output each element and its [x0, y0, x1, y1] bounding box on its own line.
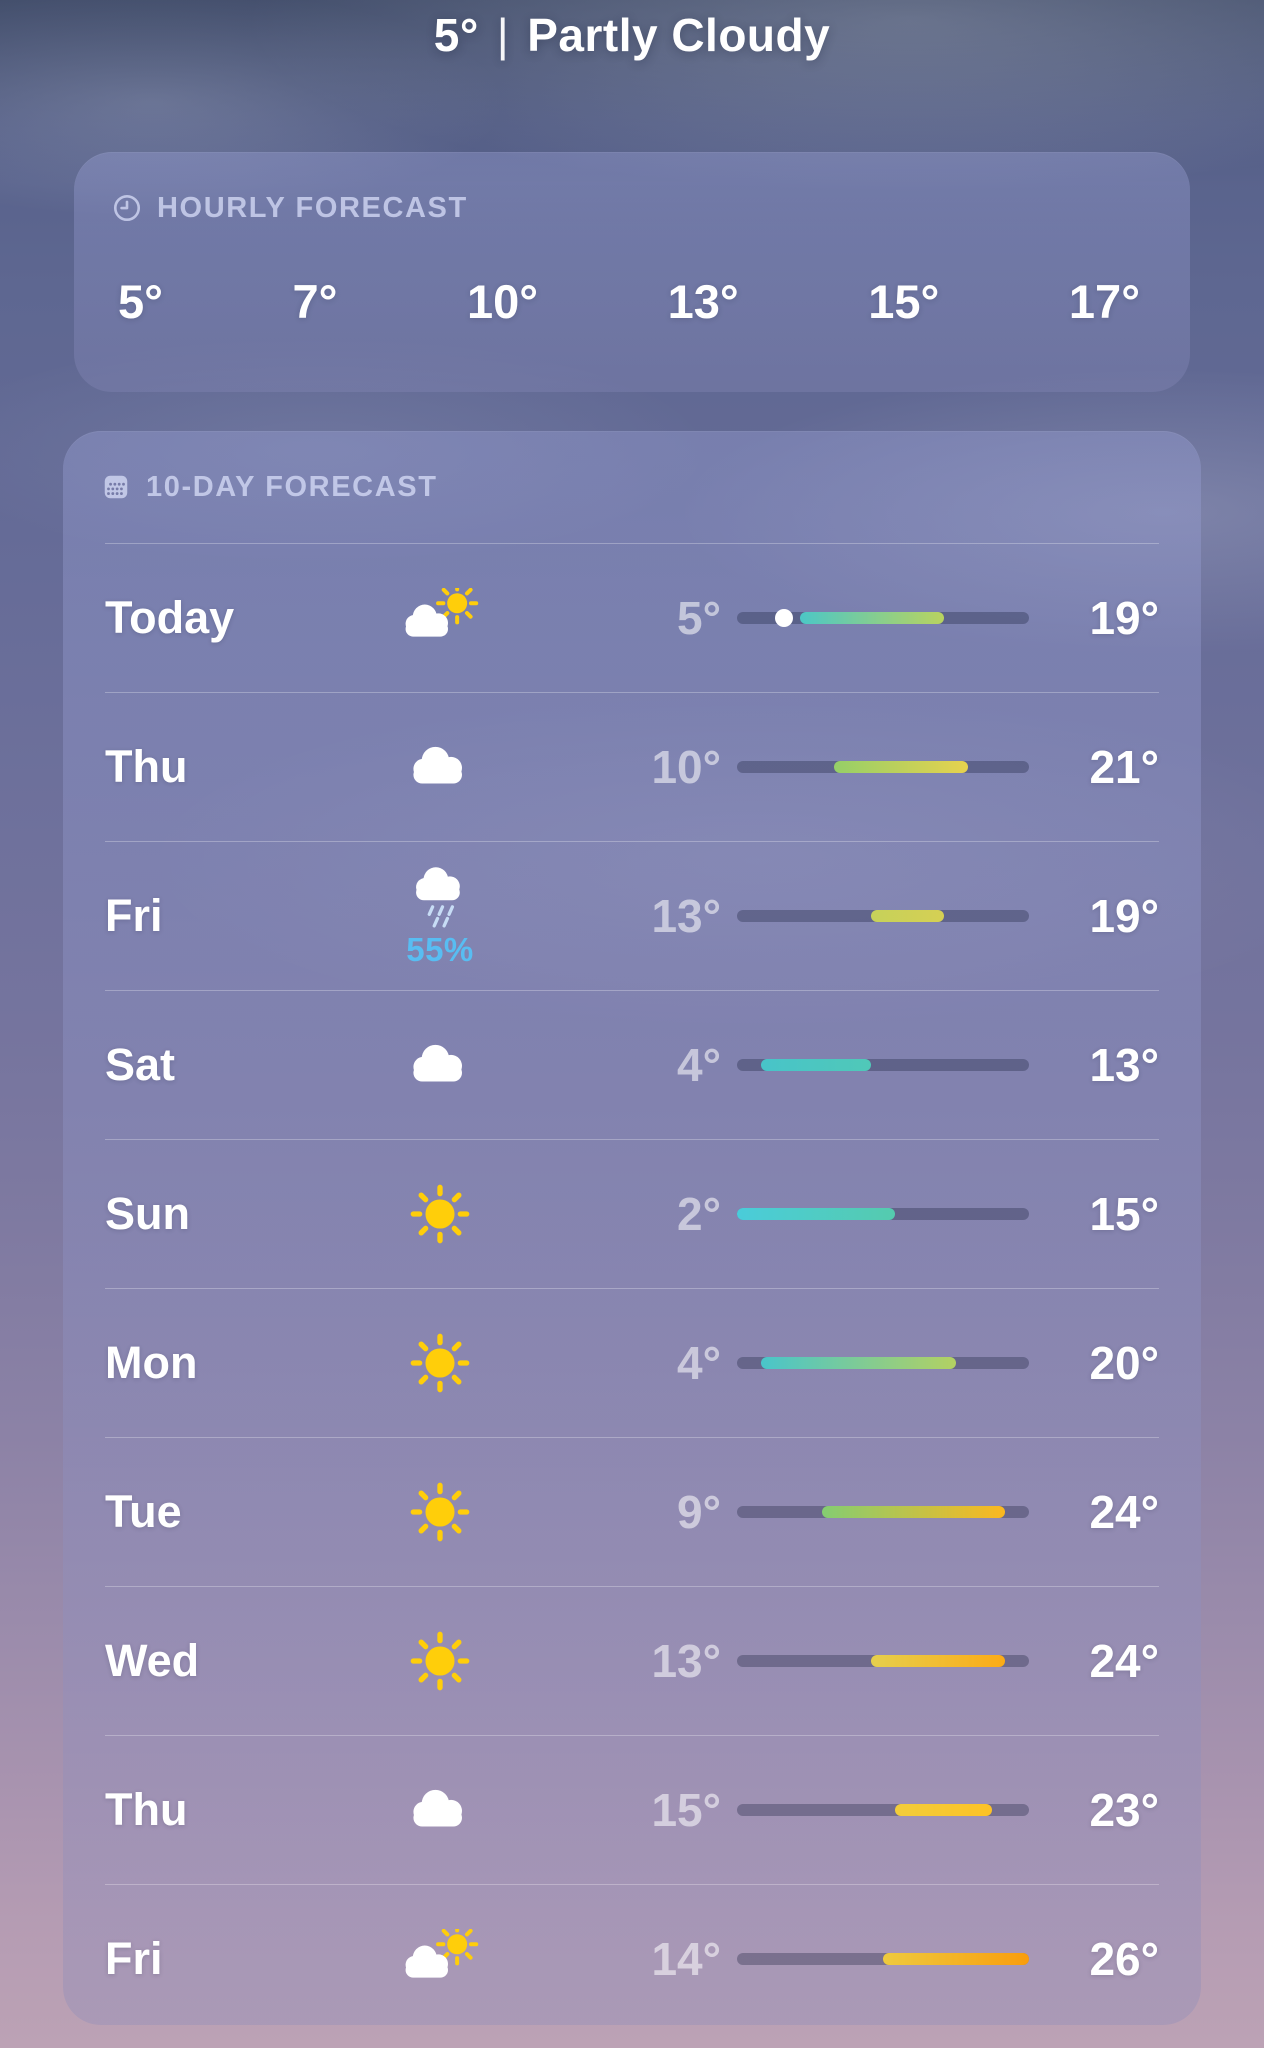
sun-icon	[370, 1629, 510, 1693]
current-temp: 5°	[433, 9, 479, 61]
low-temp: 15°	[651, 1784, 721, 1836]
low-temp: 10°	[651, 741, 721, 793]
high-temp: 13°	[1089, 1039, 1159, 1091]
forecast-row[interactable]: Mon 4° 20°	[105, 1288, 1159, 1437]
cloud-sun-icon	[370, 587, 510, 649]
ten-day-rows: Today 5° 19° Thu 10° 21° Fri 55% 13° 19° Sat 4° 13° S…	[63, 543, 1201, 2033]
current-temp-dot	[774, 609, 793, 627]
clock-icon	[113, 194, 141, 222]
ten-day-forecast-header: 10-DAY FORECAST	[63, 431, 1201, 507]
day-label: Thu	[105, 741, 188, 792]
current-conditions-header: 5° | Partly Cloudy	[0, 8, 1264, 62]
sun-icon	[370, 1182, 510, 1246]
hourly-temp: 5°	[118, 275, 163, 328]
temp-range-bar	[737, 609, 1029, 627]
temp-range-bar	[737, 1208, 1029, 1220]
forecast-row[interactable]: Fri 14° 26°	[105, 1884, 1159, 2033]
cloud-sun-icon	[370, 1928, 510, 1990]
sun-icon	[370, 1331, 510, 1395]
precip-chance: 55%	[406, 930, 474, 968]
forecast-row[interactable]: Thu 10° 21°	[105, 692, 1159, 841]
hourly-temps-strip[interactable]: 5° 7° 10° 13° 15° 17°	[74, 228, 1190, 329]
low-temp: 4°	[677, 1337, 721, 1389]
temp-range-bar	[737, 1357, 1029, 1369]
sun-icon	[370, 1480, 510, 1544]
low-temp: 14°	[651, 1933, 721, 1985]
temp-range-fill	[870, 910, 944, 922]
low-temp: 5°	[677, 592, 721, 644]
high-temp: 15°	[1089, 1188, 1159, 1240]
temp-range-fill	[895, 1804, 993, 1816]
high-temp: 23°	[1089, 1784, 1159, 1836]
ten-day-forecast-card[interactable]: 10-DAY FORECAST Today 5° 19° Thu 10° 21° Fri 55…	[63, 431, 1201, 2025]
high-temp: 21°	[1089, 741, 1159, 793]
cloud-icon	[370, 1041, 510, 1089]
forecast-row[interactable]: Tue 9° 24°	[105, 1437, 1159, 1586]
hourly-forecast-header: HOURLY FORECAST	[74, 152, 1190, 228]
temp-range-fill	[822, 1506, 1005, 1518]
low-temp: 13°	[651, 1635, 721, 1687]
day-label: Sat	[105, 1039, 176, 1090]
temp-range-bar	[737, 1506, 1029, 1518]
low-temp: 13°	[651, 890, 721, 942]
cloud-icon	[370, 1786, 510, 1834]
hourly-temp: 15°	[868, 275, 940, 328]
high-temp: 20°	[1089, 1337, 1159, 1389]
day-label: Fri	[105, 890, 163, 941]
temp-range-bar	[737, 1804, 1029, 1816]
hourly-temp: 17°	[1068, 275, 1140, 328]
hourly-temp: 13°	[667, 275, 739, 328]
high-temp: 19°	[1089, 890, 1159, 942]
temp-range-fill	[883, 1953, 1029, 1965]
calendar-icon	[104, 475, 128, 499]
temp-range-bar	[737, 1953, 1029, 1965]
cloud-rain-icon: 55%	[370, 864, 510, 968]
temp-range-fill	[761, 1357, 956, 1369]
forecast-row[interactable]: Thu 15° 23°	[105, 1735, 1159, 1884]
temp-range-fill	[737, 1208, 896, 1220]
header-separator: |	[496, 9, 510, 61]
low-temp: 4°	[677, 1039, 721, 1091]
day-label: Wed	[105, 1635, 200, 1686]
hourly-forecast-title: HOURLY FORECAST	[157, 191, 468, 224]
day-label: Tue	[105, 1486, 182, 1537]
temp-range-bar	[737, 910, 1029, 922]
day-label: Fri	[105, 1933, 163, 1984]
forecast-row[interactable]: Fri 55% 13° 19°	[105, 841, 1159, 990]
day-label: Thu	[105, 1784, 188, 1835]
forecast-row[interactable]: Today 5° 19°	[105, 543, 1159, 692]
forecast-row[interactable]: Sat 4° 13°	[105, 990, 1159, 1139]
day-label: Today	[105, 592, 235, 643]
hourly-forecast-card[interactable]: HOURLY FORECAST 5° 7° 10° 13° 15° 17°	[74, 152, 1190, 392]
high-temp: 24°	[1089, 1486, 1159, 1538]
low-temp: 9°	[677, 1486, 721, 1538]
ten-day-forecast-title: 10-DAY FORECAST	[146, 470, 438, 503]
temp-range-fill	[799, 612, 944, 624]
low-temp: 2°	[677, 1188, 721, 1240]
high-temp: 24°	[1089, 1635, 1159, 1687]
forecast-row[interactable]: Wed 13° 24°	[105, 1586, 1159, 1735]
hourly-temp: 10°	[467, 275, 539, 328]
high-temp: 26°	[1089, 1933, 1159, 1985]
day-label: Mon	[105, 1337, 198, 1388]
temp-range-fill	[761, 1059, 871, 1071]
temp-range-bar	[737, 761, 1029, 773]
hourly-temp: 7°	[292, 275, 338, 328]
cloud-icon	[370, 743, 510, 791]
temp-range-fill	[834, 761, 969, 773]
temp-range-bar	[737, 1059, 1029, 1071]
temp-range-fill	[870, 1655, 1005, 1667]
current-condition: Partly Cloudy	[527, 9, 831, 61]
day-label: Sun	[105, 1188, 190, 1239]
high-temp: 19°	[1089, 592, 1159, 644]
forecast-row[interactable]: Sun 2° 15°	[105, 1139, 1159, 1288]
temp-range-bar	[737, 1655, 1029, 1667]
